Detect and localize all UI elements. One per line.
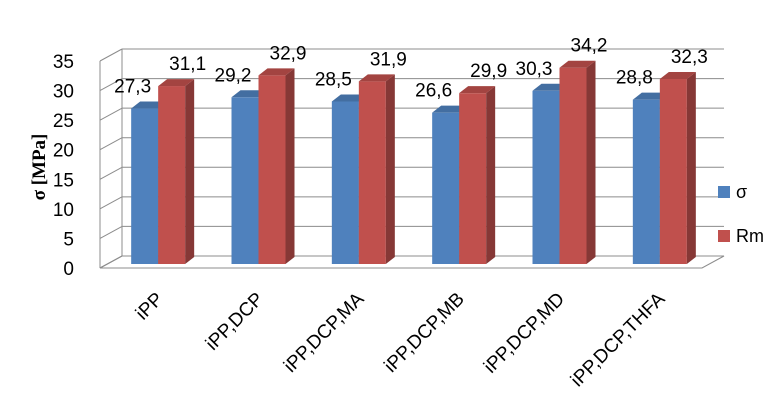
bar-front bbox=[532, 90, 560, 264]
bar-side bbox=[486, 86, 496, 264]
bar-side bbox=[686, 71, 696, 265]
gridline-side bbox=[99, 137, 123, 151]
bar-front bbox=[358, 81, 386, 264]
bar-side bbox=[586, 60, 596, 264]
y-tick-label: 5 bbox=[63, 229, 74, 250]
legend-label: Rm bbox=[736, 226, 764, 246]
bar-rm bbox=[659, 71, 696, 265]
legend-item: Rm bbox=[718, 226, 764, 246]
y-tick-label: 25 bbox=[53, 111, 74, 132]
gridline-side bbox=[99, 225, 123, 239]
bar-side bbox=[385, 74, 395, 264]
y-axis-title: σ [MPa] bbox=[29, 134, 50, 201]
x-tick-label: iPP,DCP,MA bbox=[280, 288, 369, 377]
x-tick-label: iPP,DCP,THFA bbox=[567, 288, 670, 391]
gridline-side bbox=[99, 196, 123, 210]
bar-side bbox=[185, 79, 195, 265]
bar-top bbox=[659, 71, 696, 79]
bar-front bbox=[131, 108, 159, 264]
bar-top bbox=[459, 86, 496, 94]
data-label: 29,2 bbox=[215, 65, 252, 86]
bar-rm bbox=[358, 74, 395, 264]
bar-front bbox=[158, 86, 186, 265]
gridline-side bbox=[99, 78, 123, 92]
gridline-side bbox=[99, 166, 123, 180]
bar-top bbox=[358, 74, 395, 82]
legend-label: σ bbox=[736, 182, 747, 202]
bar-top bbox=[158, 79, 195, 87]
bar-front bbox=[432, 112, 460, 265]
bar-front bbox=[632, 99, 660, 264]
x-tick-label: iPP,DCP,MB bbox=[380, 289, 468, 377]
data-label: 31,9 bbox=[370, 49, 407, 70]
data-label: 32,3 bbox=[671, 47, 708, 68]
legend-swatch bbox=[718, 186, 730, 198]
bar-front bbox=[331, 101, 359, 264]
bar-front bbox=[559, 67, 587, 264]
x-tick-label: iPP bbox=[132, 289, 168, 325]
data-label: 28,8 bbox=[616, 68, 653, 89]
gridline-side bbox=[99, 107, 123, 121]
x-tick-label: iPP,DCP bbox=[202, 289, 268, 355]
data-label: 31,1 bbox=[169, 54, 206, 75]
y-tick-label: 35 bbox=[53, 52, 74, 73]
legend-item: σ bbox=[718, 182, 747, 202]
y-tick-label: 10 bbox=[53, 200, 74, 221]
bar-front bbox=[659, 78, 687, 265]
y-tick-label: 15 bbox=[53, 170, 74, 191]
data-label: 32,9 bbox=[270, 43, 307, 64]
bar-top bbox=[559, 60, 596, 68]
data-label: 26,6 bbox=[415, 81, 452, 102]
data-label: 27,3 bbox=[114, 77, 151, 98]
gridline-side bbox=[99, 48, 123, 62]
bar-side bbox=[285, 68, 295, 264]
chart-floor bbox=[99, 255, 725, 269]
data-label: 30,3 bbox=[516, 59, 553, 80]
bar-top bbox=[258, 68, 295, 76]
bar-front bbox=[258, 75, 286, 264]
y-tick-label: 0 bbox=[63, 259, 74, 280]
bar-front bbox=[459, 93, 487, 264]
bar-rm bbox=[459, 86, 496, 264]
legend-swatch bbox=[718, 230, 730, 242]
data-label: 29,9 bbox=[470, 61, 507, 82]
data-label: 28,5 bbox=[315, 69, 352, 90]
bar-rm bbox=[258, 68, 295, 264]
bar-rm bbox=[158, 79, 195, 265]
x-tick-label: iPP,DCP,MD bbox=[480, 289, 569, 378]
y-tick-label: 20 bbox=[53, 141, 74, 162]
bar-front bbox=[231, 97, 259, 264]
y-tick-label: 30 bbox=[53, 82, 74, 103]
bar-rm bbox=[559, 60, 596, 264]
data-label: 34,2 bbox=[571, 36, 608, 57]
